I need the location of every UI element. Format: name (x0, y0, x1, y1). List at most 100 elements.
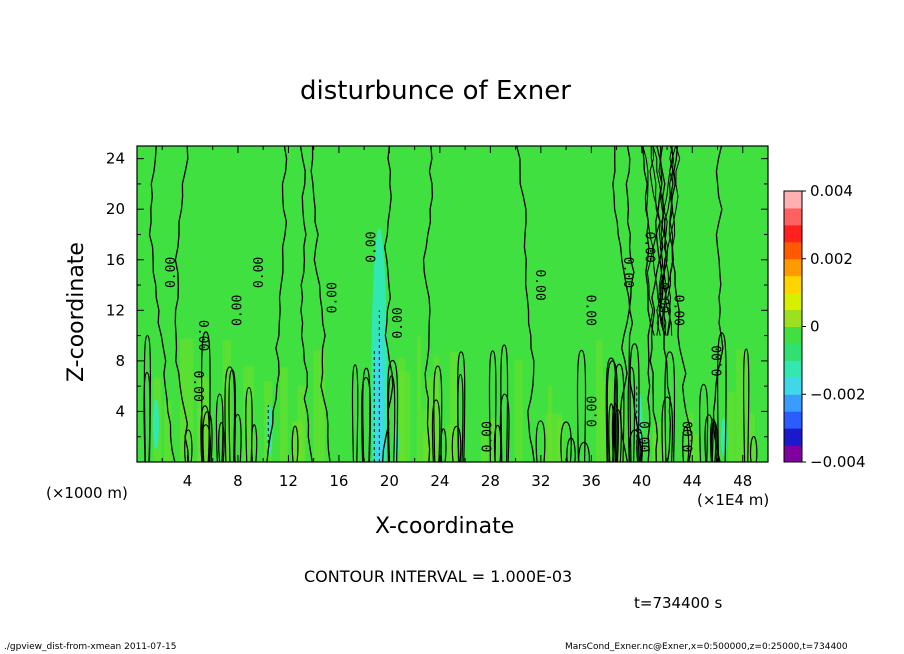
field-patch (449, 351, 459, 462)
contour-label: 0.00 (681, 421, 696, 452)
x-unit-left: (×1000 m) (46, 484, 128, 502)
contour-line (451, 425, 462, 462)
contour-line (641, 146, 652, 462)
contour-line (251, 424, 258, 462)
x-axis: 4 8 12 16 20 24 28 32 36 40 44 48 (161, 146, 752, 490)
contour-line (608, 403, 615, 462)
y-tick-label: 8 (115, 352, 125, 370)
contour-line (456, 351, 466, 462)
field-patch (222, 340, 232, 462)
colorbar-tick-label: −0.002 (810, 385, 866, 403)
contour-line (500, 344, 509, 462)
plot-area: 0.000.000.000.000.000.000.000.000.000.00… (137, 146, 768, 462)
field-patch (313, 349, 325, 462)
contour-line (291, 425, 299, 462)
x-tick-label: 36 (582, 472, 601, 490)
contour-line (422, 146, 434, 462)
contour-line (642, 146, 655, 336)
colorbar-swatch (784, 224, 802, 243)
field-negative-region (376, 257, 383, 338)
x-tick-label: 48 (733, 472, 752, 490)
contour-line (200, 424, 211, 462)
y-tick-label: 20 (106, 200, 125, 218)
field-patch (433, 356, 439, 462)
colorbar-swatch (784, 309, 802, 327)
contour-line (606, 360, 619, 462)
x-tick-label: 32 (531, 472, 550, 490)
contour-line (516, 146, 535, 462)
field-patch (489, 418, 498, 462)
contour-line (200, 331, 211, 462)
contour-line (184, 429, 193, 462)
contour-interval-text: CONTOUR INTERVAL = 1.000E-03 (304, 567, 573, 586)
x-unit-right: (×1E4 m) (697, 491, 770, 509)
colorbar-swatch (784, 292, 802, 311)
footer-left: ./gpview_dist-from-xmean 2011-07-15 (4, 642, 177, 652)
field-negative-region (375, 322, 384, 462)
time-text: t=734400 s (634, 594, 723, 612)
contour-line (649, 146, 664, 462)
field-patch (293, 423, 305, 462)
y-tick-label: 16 (106, 251, 125, 269)
colorbar-swatch (784, 411, 802, 429)
field-patch (652, 421, 666, 462)
field-patch (481, 421, 489, 462)
contour-label: 0.00 (195, 320, 210, 351)
contour-label: 0.00 (655, 282, 670, 313)
field-patch (399, 371, 411, 462)
contour-label: 0.00 (635, 421, 650, 452)
contour-line (576, 349, 587, 462)
chart-title: disturbunce of Exner (300, 76, 571, 106)
y-tick-label: 12 (106, 301, 125, 319)
contour-line (682, 425, 690, 462)
contour-label: 0.00 (391, 307, 406, 338)
field-patch (164, 400, 172, 462)
colorbar-swatch (784, 377, 802, 395)
contour-line (578, 441, 590, 462)
y-axis-label: Z-coordinate (64, 242, 89, 382)
contour-label: 0.00 (164, 257, 179, 288)
contour-line (310, 146, 331, 462)
contour-label: 0.00 (710, 345, 725, 376)
contour-label: 0.00 (620, 257, 635, 288)
contour-line (148, 146, 176, 462)
x-tick-label: 16 (329, 472, 348, 490)
contour-line (488, 350, 497, 462)
contour-line (629, 343, 640, 462)
colorbar-swatch (784, 241, 802, 260)
contour-line (716, 332, 727, 462)
colorbar: 0.004 0.002 0 −0.002 −0.004 (783, 182, 866, 471)
contour-line (499, 393, 510, 462)
contour-line (652, 146, 667, 336)
field-patch (596, 340, 603, 462)
field-patch (728, 392, 736, 462)
contour-line (668, 146, 693, 462)
contour-line (245, 386, 253, 462)
contour-line (704, 414, 714, 462)
x-tick-label: 24 (430, 472, 449, 490)
contour-line (493, 424, 502, 462)
contour-line (560, 421, 572, 462)
field-patch (243, 366, 255, 462)
contour-line (143, 334, 152, 462)
plot-frame (136, 145, 769, 463)
contour-line (664, 146, 676, 336)
contour-line (636, 428, 643, 462)
contour-label: 0.00 (190, 371, 205, 402)
x-tick-label: 4 (183, 472, 193, 490)
colorbar-swatch (784, 394, 802, 412)
contour-line (709, 418, 717, 462)
contour-line (433, 365, 443, 462)
contour-line (664, 351, 676, 462)
x-tick-label: 8 (233, 472, 243, 490)
contour-line (613, 363, 625, 462)
contour-line (605, 357, 617, 462)
contour-line (228, 369, 237, 462)
contour-label: 0.00 (671, 295, 686, 326)
colorbar-swatch (784, 191, 802, 209)
colorbar-tick-label: 0.002 (810, 250, 853, 268)
contour-line (627, 366, 636, 462)
x-tick-label: 28 (481, 472, 500, 490)
field-patch (279, 367, 288, 462)
contour-line (202, 411, 213, 462)
